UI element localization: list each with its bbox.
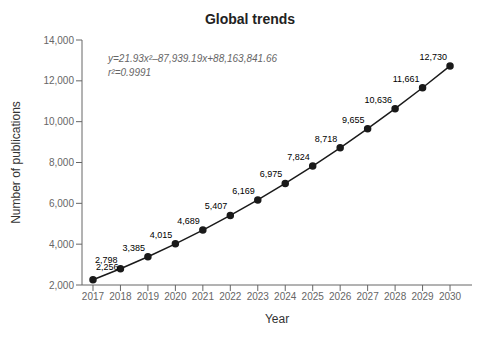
svg-text:8,718: 8,718	[315, 134, 338, 144]
svg-text:2026: 2026	[329, 291, 352, 302]
svg-text:2019: 2019	[137, 291, 160, 302]
svg-text:3,385: 3,385	[122, 243, 145, 253]
svg-text:2,000: 2,000	[49, 280, 74, 291]
svg-text:6,000: 6,000	[49, 198, 74, 209]
svg-text:Year: Year	[265, 312, 289, 326]
svg-text:7,824: 7,824	[287, 152, 310, 162]
svg-text:6,169: 6,169	[232, 186, 255, 196]
html-text:r²=0.9991: r²=0.9991	[108, 67, 152, 78]
svg-text:5,407: 5,407	[205, 201, 228, 211]
svg-text:10,636: 10,636	[365, 95, 393, 105]
svg-text:2021: 2021	[192, 291, 215, 302]
svg-text:2027: 2027	[357, 291, 380, 302]
svg-text:2028: 2028	[384, 291, 407, 302]
svg-text:2020: 2020	[164, 291, 187, 302]
svg-text:9,655: 9,655	[342, 115, 365, 125]
svg-text:10,000: 10,000	[43, 116, 74, 127]
svg-text:12,000: 12,000	[43, 75, 74, 86]
svg-text:6,975: 6,975	[260, 169, 283, 179]
svg-text:2023: 2023	[247, 291, 270, 302]
svg-text:2,256: 2,256	[96, 261, 119, 272]
svg-text:4,000: 4,000	[49, 239, 74, 250]
html-text:y=21.93x²–87,939.19x+88,163,84: y=21.93x²–87,939.19x+88,163,841.66	[108, 53, 277, 64]
svg-text:14,000: 14,000	[43, 35, 74, 46]
svg-text:2018: 2018	[109, 291, 132, 302]
svg-text:11,661: 11,661	[393, 74, 420, 84]
svg-text:2024: 2024	[274, 291, 297, 302]
svg-text:2025: 2025	[302, 291, 325, 302]
svg-text:8,000: 8,000	[49, 157, 74, 168]
svg-text:2030: 2030	[439, 291, 462, 302]
html-text:Global trends: Global trends	[204, 11, 296, 27]
svg-text:2029: 2029	[411, 291, 434, 302]
svg-text:2017: 2017	[82, 291, 105, 302]
svg-text:12,730: 12,730	[419, 52, 447, 62]
svg-text:Number of publications: Number of publications	[9, 101, 23, 224]
svg-text:2,798: 2,798	[95, 255, 118, 265]
svg-text:2022: 2022	[219, 291, 242, 302]
svg-text:4,689: 4,689	[177, 216, 200, 226]
svg-text:4,015: 4,015	[150, 230, 173, 240]
